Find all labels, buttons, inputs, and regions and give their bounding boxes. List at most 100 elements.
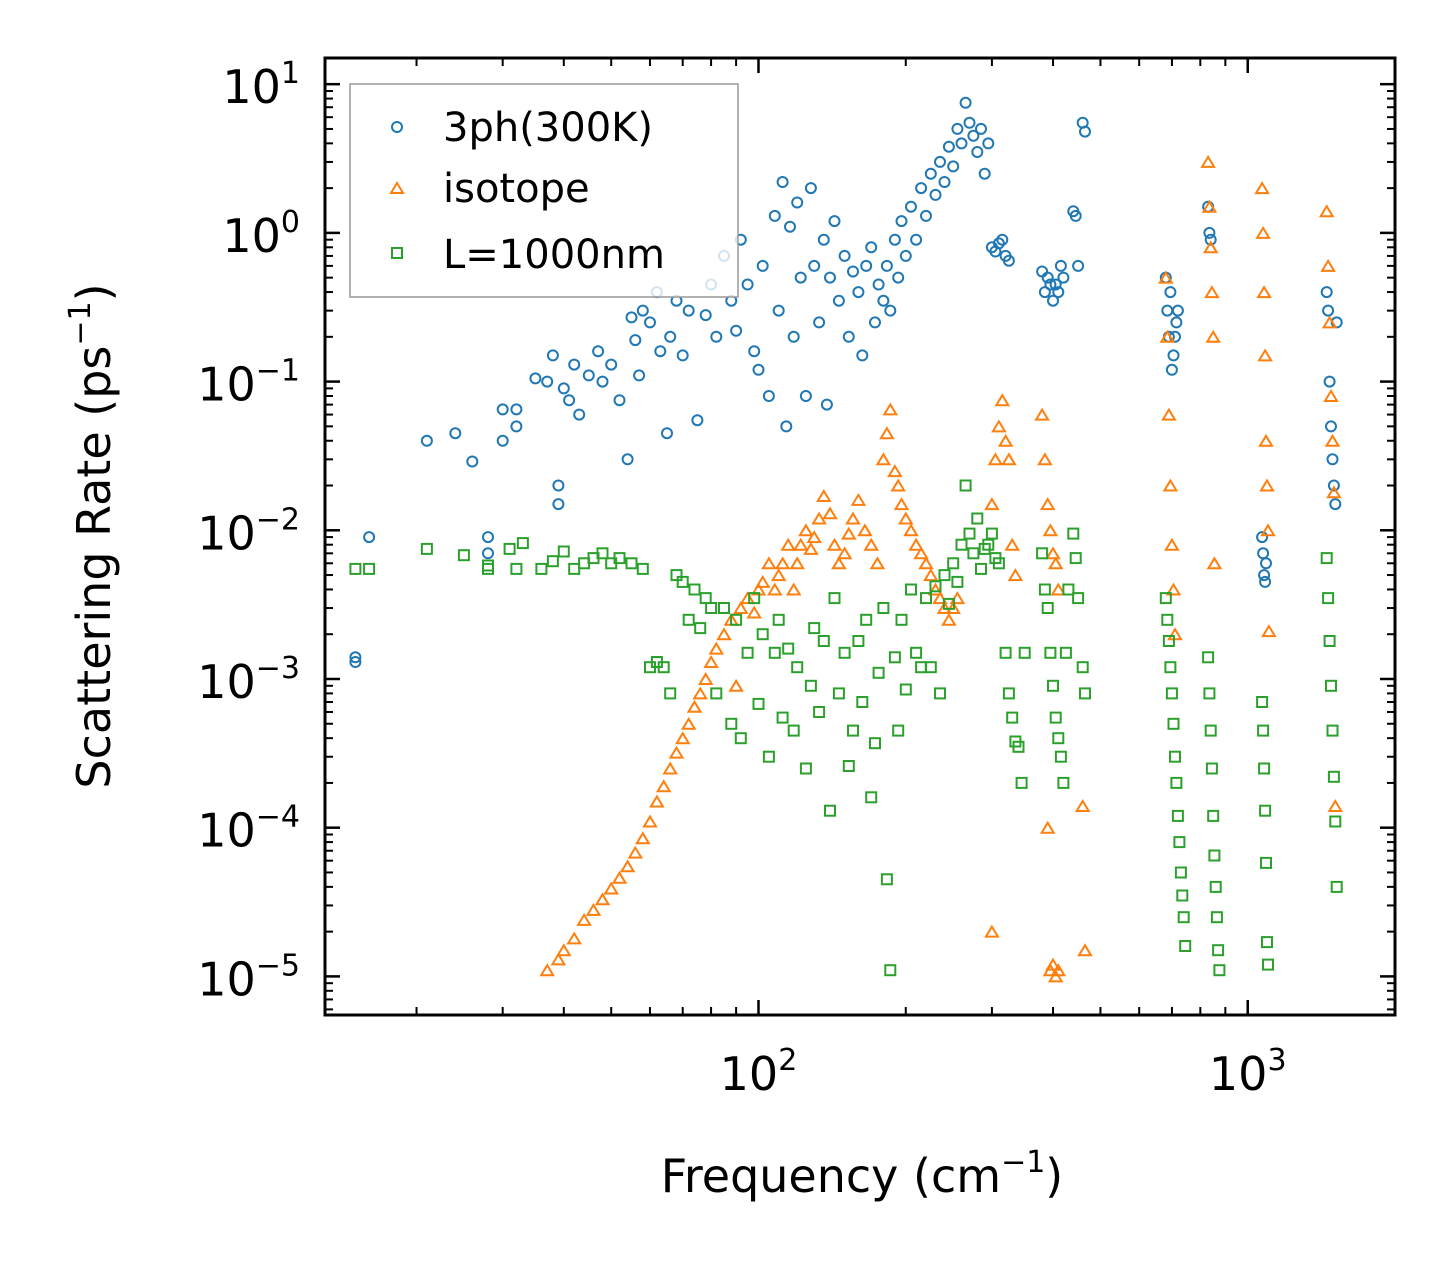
data-point (884, 304, 897, 317)
data-point (563, 394, 576, 407)
data-point (756, 628, 769, 641)
data-point (828, 592, 841, 605)
data-point (1259, 804, 1272, 817)
data-point (1161, 613, 1174, 626)
x-axis-title-sup: −1 (1001, 1145, 1045, 1180)
data-point (1079, 125, 1091, 138)
legend-label-isotope: isotope (443, 166, 590, 212)
y-axis-title-main: Scattering Rate (ps (67, 346, 121, 789)
data-point (655, 779, 672, 793)
data-point (1177, 911, 1190, 924)
data-point (934, 687, 946, 700)
y-tick-label-exp: −4 (256, 800, 300, 835)
data-point (784, 220, 796, 233)
data-point (1167, 717, 1180, 730)
data-point (1261, 624, 1277, 638)
data-point (1171, 809, 1184, 822)
data-point (959, 479, 972, 492)
data-point (752, 697, 765, 710)
data-point (869, 556, 886, 570)
data-point (1002, 254, 1015, 267)
data-point (1049, 711, 1062, 724)
data-point (1256, 696, 1269, 708)
data-point (941, 612, 957, 626)
data-point (510, 562, 523, 575)
data-point (1325, 420, 1337, 433)
data-point (668, 745, 685, 759)
data-point (767, 582, 783, 596)
data-point (629, 334, 642, 347)
data-point (772, 304, 785, 317)
data-point (942, 140, 955, 153)
data-point (613, 394, 626, 407)
data-point (1074, 799, 1091, 812)
data-point (1330, 880, 1343, 893)
data-point (838, 646, 851, 659)
data-point (1170, 776, 1183, 789)
data-point (1012, 740, 1025, 753)
data-point (865, 791, 878, 804)
data-point (661, 427, 673, 440)
data-point (947, 557, 960, 570)
data-point (967, 129, 980, 142)
data-point (662, 761, 678, 775)
data-point (1072, 592, 1085, 605)
data-point (770, 568, 787, 582)
data-point (774, 556, 791, 570)
data-point (1015, 776, 1028, 789)
data-point (959, 96, 972, 109)
data-point (636, 304, 649, 317)
y-tick-label: 10−3 (197, 651, 300, 709)
data-point (691, 414, 704, 427)
legend-marker-l1000nm (391, 247, 403, 259)
plot-frame (323, 56, 1397, 1017)
data-point (1256, 285, 1272, 299)
data-point (1167, 627, 1183, 641)
data-point (692, 686, 708, 700)
data-point (997, 433, 1014, 447)
data-point (1050, 963, 1067, 977)
data-point (1258, 433, 1274, 447)
data-point (1041, 602, 1054, 614)
x-axis-title: Frequency (cm−1) (661, 1145, 1064, 1203)
data-point (680, 716, 697, 730)
data-point (978, 167, 991, 180)
data-point (734, 732, 747, 745)
data-point (860, 259, 873, 272)
data-point (831, 556, 847, 570)
data-point (1038, 583, 1051, 596)
data-point (657, 661, 670, 674)
data-point (625, 311, 638, 324)
data-point (1320, 552, 1333, 565)
data-point (1200, 154, 1216, 168)
data-point (1169, 750, 1181, 763)
legend: 3ph(300K) isotope L=1000nm (349, 83, 739, 298)
data-point (699, 592, 712, 605)
data-point (1327, 479, 1340, 492)
data-point (888, 651, 901, 664)
data-point (951, 575, 964, 588)
data-point (635, 831, 651, 845)
data-point (752, 363, 765, 376)
data-point (664, 687, 677, 700)
data-point (1047, 969, 1064, 983)
data-point (1327, 770, 1340, 783)
data-point (585, 902, 602, 916)
data-point (1161, 304, 1174, 317)
legend-marker-3ph (391, 121, 403, 133)
data-point (782, 642, 795, 655)
data-point (899, 249, 912, 262)
data-point (789, 556, 805, 570)
data-point (568, 358, 581, 371)
data-point (703, 655, 719, 668)
data-point (892, 271, 905, 284)
data-point (1054, 259, 1067, 272)
data-point (1047, 556, 1064, 570)
data-point (1323, 375, 1336, 388)
data-point (761, 556, 777, 570)
y-tick-label-exp: 0 (281, 205, 300, 240)
data-point (1174, 866, 1187, 879)
data-point (1322, 304, 1335, 317)
data-point (1164, 286, 1177, 299)
legend-box (349, 83, 739, 298)
